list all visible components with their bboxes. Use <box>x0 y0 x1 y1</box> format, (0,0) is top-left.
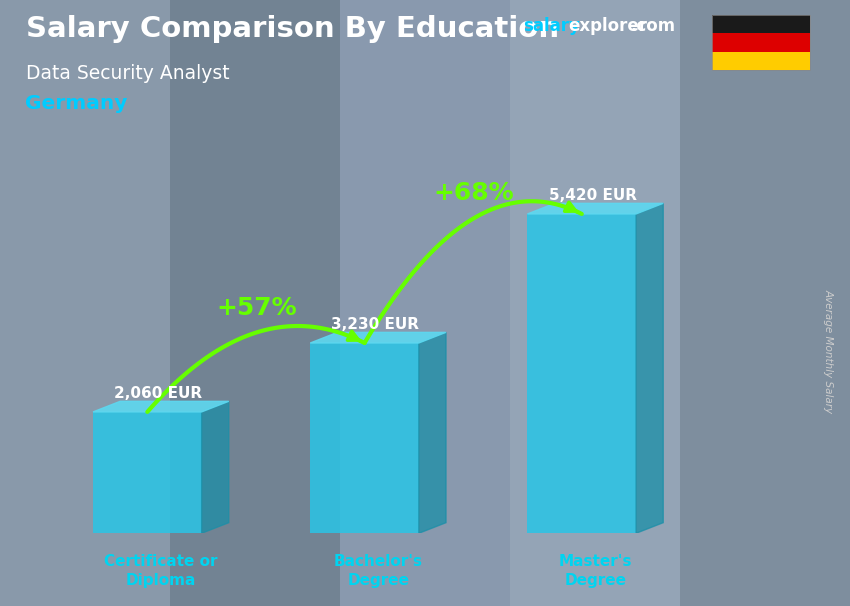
Text: Germany: Germany <box>26 94 128 113</box>
Text: salary: salary <box>523 17 580 35</box>
Polygon shape <box>93 401 229 412</box>
Text: 5,420 EUR: 5,420 EUR <box>548 188 637 204</box>
Text: +68%: +68% <box>434 181 514 205</box>
Text: 3,230 EUR: 3,230 EUR <box>332 318 419 332</box>
Text: Certificate or
Diploma: Certificate or Diploma <box>105 554 218 588</box>
Text: Master's
Degree: Master's Degree <box>558 554 632 588</box>
FancyBboxPatch shape <box>310 343 419 533</box>
Text: +57%: +57% <box>217 296 298 319</box>
Polygon shape <box>528 204 663 214</box>
Text: 2,060 EUR: 2,060 EUR <box>114 386 202 401</box>
Polygon shape <box>636 204 663 533</box>
Text: Salary Comparison By Education: Salary Comparison By Education <box>26 15 558 43</box>
Text: .com: .com <box>631 17 676 35</box>
Text: Average Monthly Salary: Average Monthly Salary <box>824 290 834 413</box>
Text: Bachelor's
Degree: Bachelor's Degree <box>334 554 422 588</box>
Text: Data Security Analyst: Data Security Analyst <box>26 64 230 82</box>
Polygon shape <box>419 332 446 533</box>
Polygon shape <box>201 401 229 533</box>
FancyBboxPatch shape <box>93 412 201 533</box>
Text: explorer: explorer <box>568 17 647 35</box>
Polygon shape <box>310 332 446 343</box>
FancyBboxPatch shape <box>528 214 636 533</box>
